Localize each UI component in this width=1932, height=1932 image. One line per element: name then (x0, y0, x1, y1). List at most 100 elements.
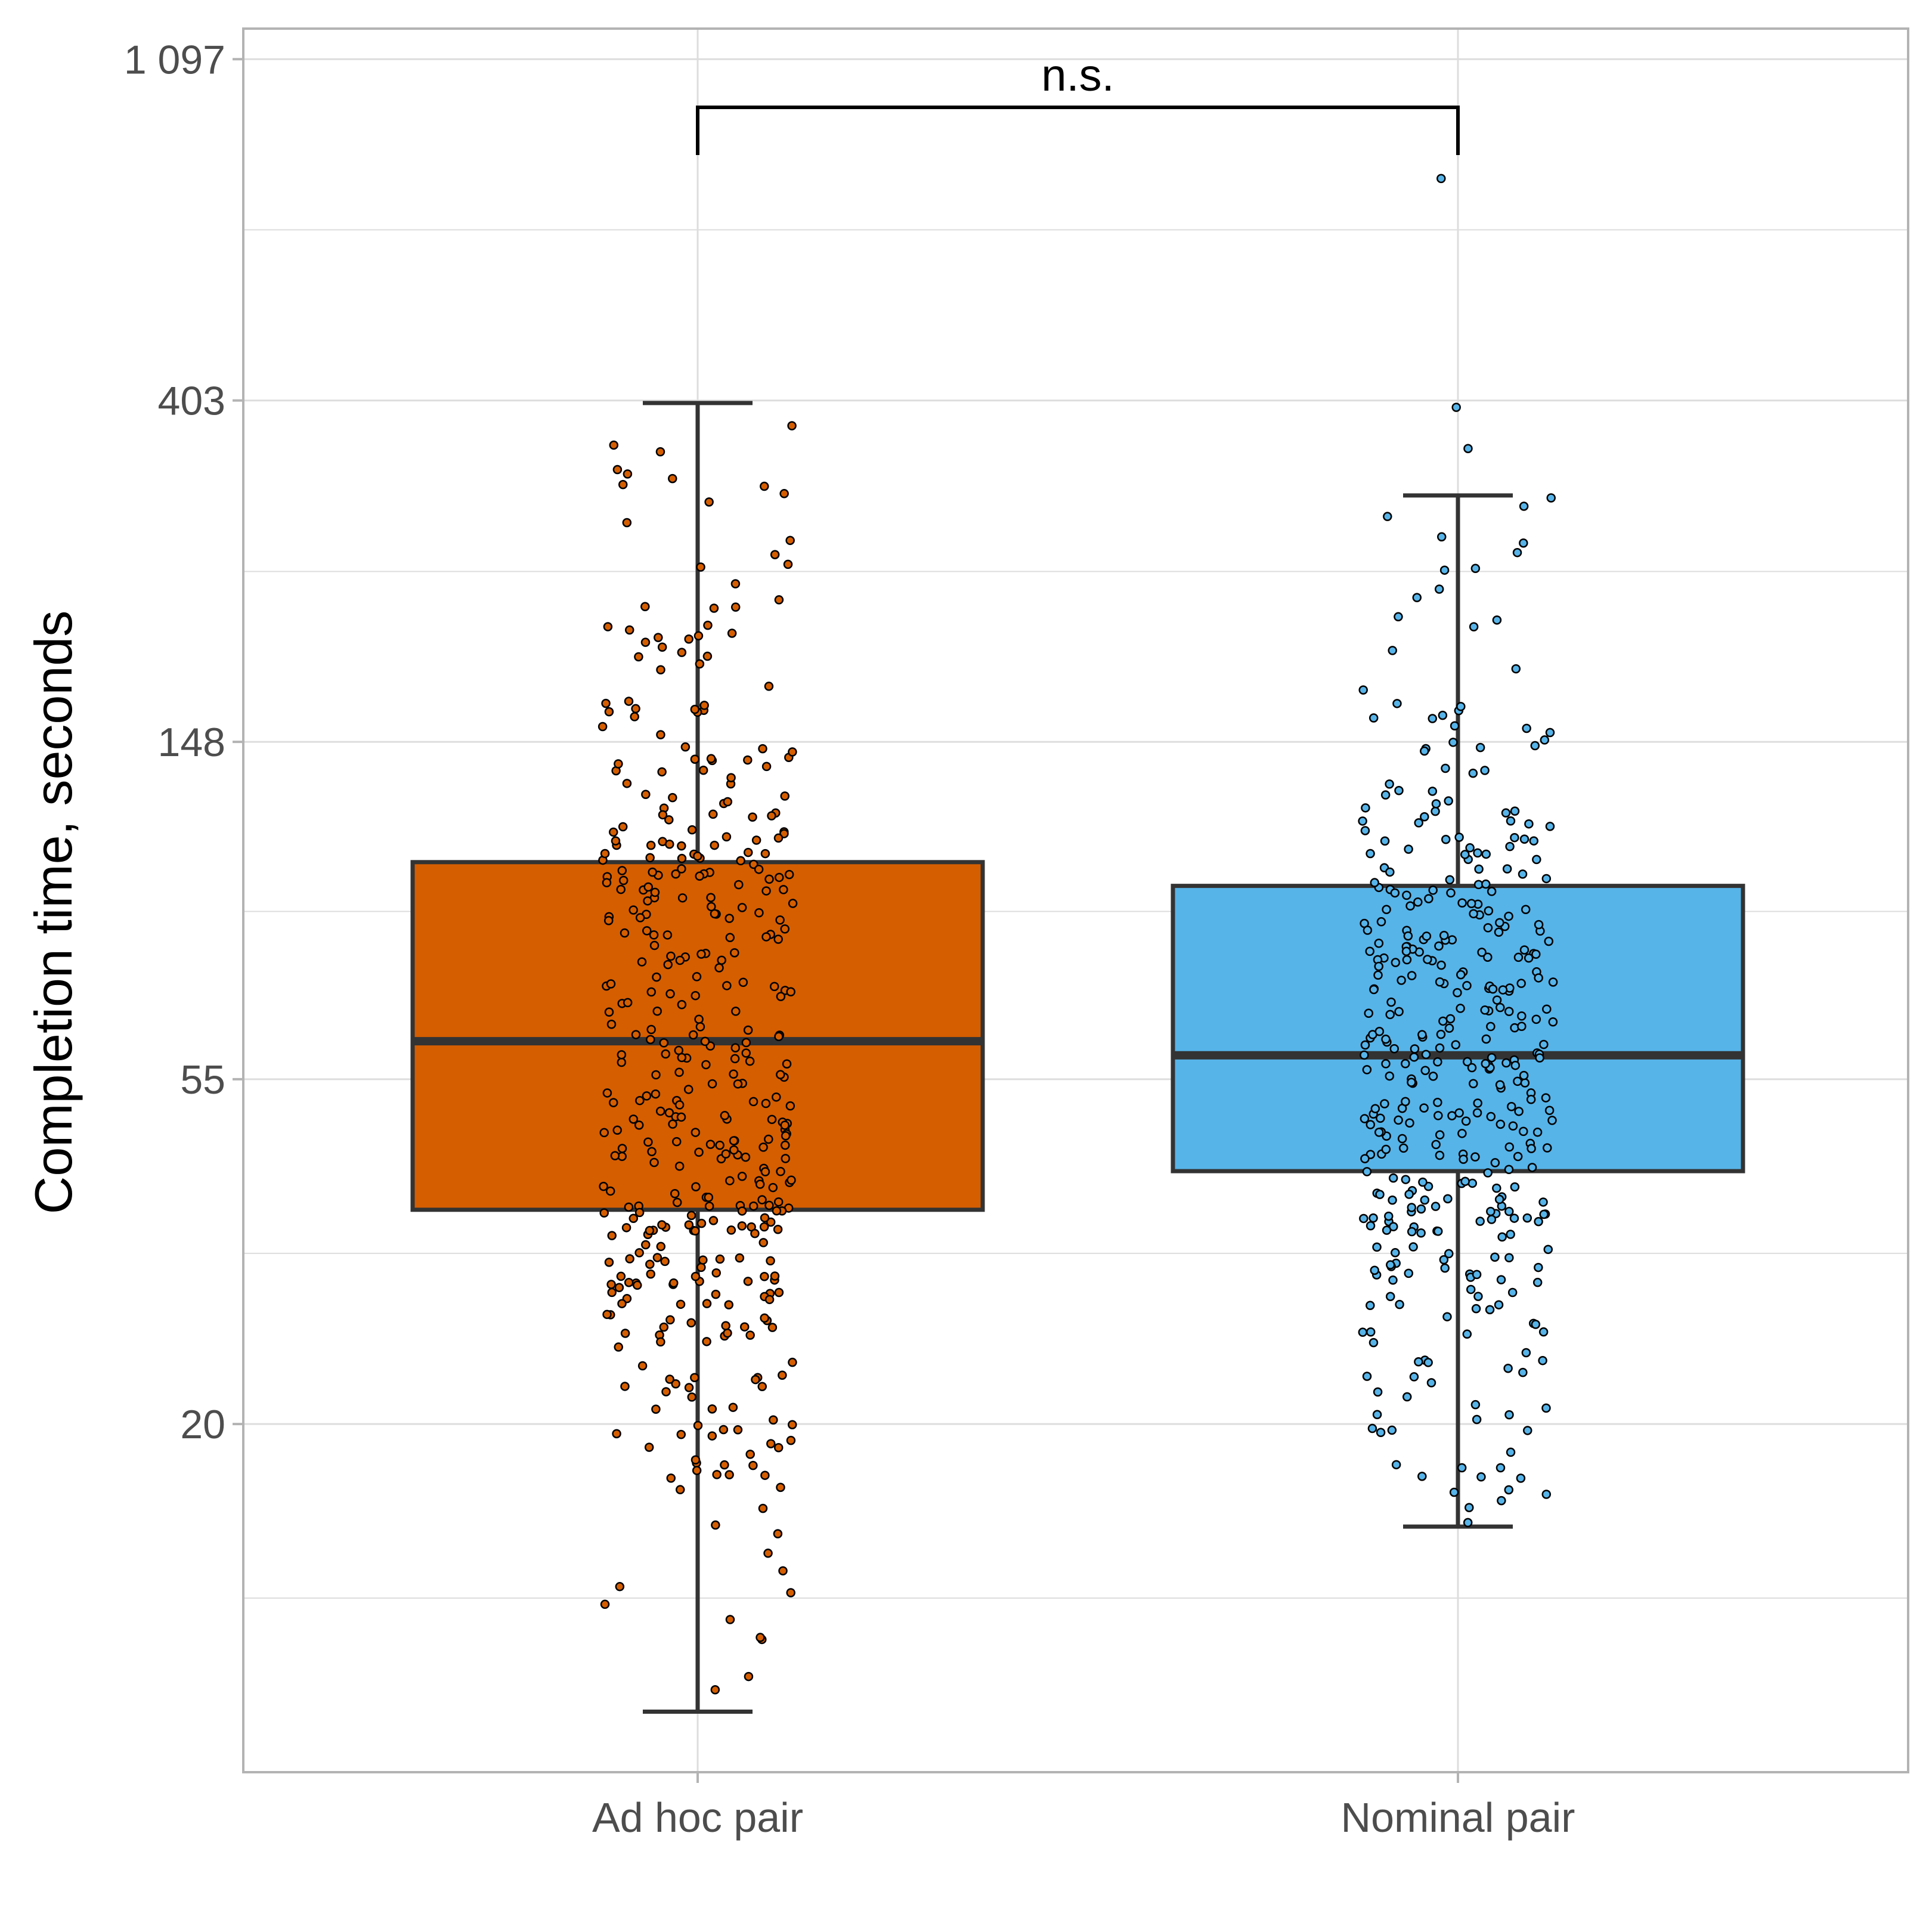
data-point (788, 1357, 797, 1367)
data-point (599, 1208, 609, 1218)
data-point (687, 825, 697, 835)
data-point (785, 535, 795, 546)
data-point (668, 792, 677, 803)
data-point (1548, 977, 1558, 987)
data-point (693, 631, 704, 641)
data-point (1365, 946, 1374, 956)
data-point (1403, 931, 1413, 941)
data-point (646, 840, 656, 850)
data-point (706, 893, 716, 902)
data-point (623, 469, 633, 479)
data-point (723, 1328, 732, 1338)
data-point (620, 1329, 630, 1338)
data-point (1397, 976, 1406, 985)
data-point (599, 1181, 608, 1191)
data-point (1457, 898, 1467, 908)
data-point (637, 957, 647, 967)
data-point (677, 648, 687, 657)
data-point (624, 1202, 634, 1212)
data-point (1428, 714, 1438, 723)
data-point (656, 1241, 666, 1252)
data-point (745, 1450, 755, 1459)
data-point (1431, 1140, 1441, 1150)
data-point (1390, 888, 1400, 898)
y-tick-label: 1 097 (124, 37, 225, 82)
data-point (676, 1112, 686, 1122)
data-point (634, 1120, 644, 1130)
data-point (1495, 1080, 1505, 1089)
data-point (729, 1069, 738, 1079)
data-point (1417, 1472, 1427, 1481)
data-point (717, 955, 726, 965)
data-point (767, 1114, 777, 1125)
data-point (1362, 1371, 1372, 1381)
data-point (1532, 1128, 1543, 1137)
data-point (1510, 806, 1520, 816)
outlier-point (1451, 402, 1461, 412)
data-point (1516, 979, 1526, 988)
data-point (1486, 1206, 1496, 1216)
data-point (1439, 565, 1450, 575)
data-point (1509, 1213, 1519, 1223)
data-point (702, 1337, 711, 1346)
data-point (684, 1383, 694, 1392)
data-point (614, 759, 623, 769)
data-point (659, 1038, 669, 1048)
data-point (692, 972, 702, 982)
data-point (743, 847, 753, 857)
data-point (1420, 1066, 1430, 1075)
data-point (1407, 1203, 1417, 1212)
data-point (756, 1633, 765, 1642)
data-point (661, 1049, 670, 1059)
data-point (1358, 816, 1367, 826)
data-point (646, 1035, 655, 1045)
data-point (1475, 1216, 1485, 1226)
data-point (609, 1098, 618, 1107)
data-point (1512, 547, 1522, 558)
data-point (1462, 981, 1472, 990)
data-point (630, 712, 639, 722)
data-point (786, 1588, 795, 1597)
data-point (624, 696, 634, 706)
data-point (776, 1166, 785, 1176)
data-point (1471, 1304, 1481, 1314)
data-point (714, 963, 724, 973)
data-point (1472, 1108, 1482, 1118)
data-point (709, 603, 719, 613)
data-point (677, 853, 687, 863)
data-point (1420, 812, 1429, 822)
data-point (773, 934, 783, 944)
data-point (624, 1277, 634, 1287)
data-point (1438, 710, 1448, 720)
data-point (1431, 806, 1440, 816)
data-point (1358, 685, 1368, 695)
data-point (599, 1128, 609, 1138)
data-point (702, 1299, 712, 1308)
data-point (643, 1137, 653, 1147)
data-point (724, 914, 734, 923)
data-point (1513, 1151, 1523, 1162)
data-point (1497, 1232, 1507, 1242)
data-point (1399, 1143, 1408, 1153)
data-point (786, 1435, 796, 1445)
data-point (780, 1120, 790, 1130)
data-point (606, 1020, 617, 1029)
data-point (708, 1216, 719, 1225)
data-point (710, 1685, 720, 1695)
data-point (1366, 849, 1375, 859)
data-point (763, 1549, 773, 1558)
data-point (1472, 1414, 1482, 1425)
data-point (1381, 1059, 1391, 1069)
data-point (1473, 1292, 1483, 1301)
data-point (1394, 786, 1404, 795)
data-point (710, 840, 719, 850)
data-point (1519, 945, 1530, 955)
data-point (1496, 1275, 1506, 1284)
data-point (1366, 1301, 1375, 1311)
data-point (665, 989, 675, 999)
data-point (707, 902, 716, 912)
data-point (620, 1382, 630, 1391)
data-point (1440, 1263, 1450, 1273)
data-point (622, 779, 632, 788)
data-point (758, 1238, 768, 1247)
